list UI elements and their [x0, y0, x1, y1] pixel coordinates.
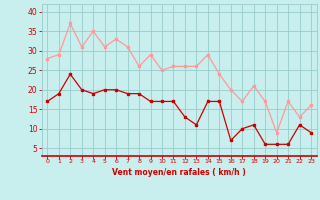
- X-axis label: Vent moyen/en rafales ( km/h ): Vent moyen/en rafales ( km/h ): [112, 168, 246, 177]
